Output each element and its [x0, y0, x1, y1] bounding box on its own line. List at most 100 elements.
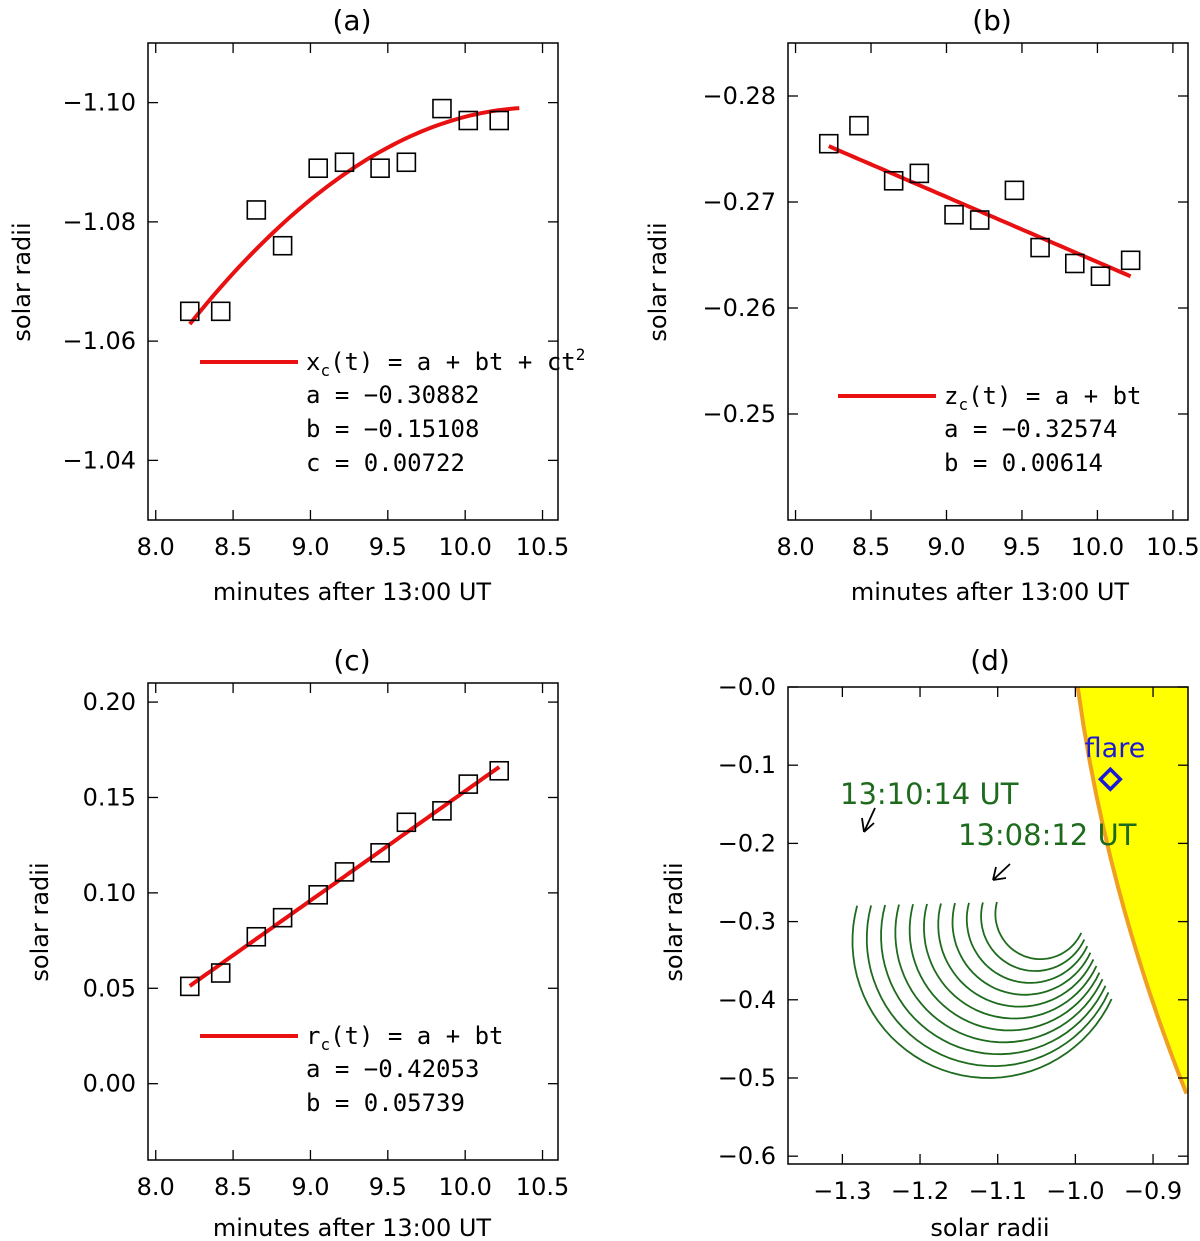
y-tick-label: 0.05: [83, 974, 136, 1002]
wavefront-arc: [980, 902, 1086, 972]
data-point: [210, 301, 231, 322]
panel-c-legend-a: a = −0.42053: [306, 1055, 479, 1083]
sun-limb-edge: [1075, 686, 1189, 1095]
data-point: [179, 976, 200, 997]
y-tick-label: −1.08: [62, 208, 136, 236]
panel-a-marks: [179, 98, 520, 326]
panel-d-ylabel: solar radii: [660, 862, 688, 981]
panel-d-xlabel: solar radii: [930, 1214, 1049, 1241]
x-tick-label: −1.2: [891, 1177, 949, 1205]
panel-a-xlabel: minutes after 13:00 UT: [213, 578, 492, 606]
panel-a-legend-b: b = −0.15108: [306, 415, 479, 443]
front-label-early: 13:08:12 UT: [958, 818, 1137, 852]
panel-b-legend: zc(t) = a + bt a = −0.32574 b = 0.00614: [838, 382, 1141, 477]
panel-c-xlabel: minutes after 13:00 UT: [213, 1214, 492, 1241]
x-tick-label: −1.1: [969, 1177, 1027, 1205]
panel-b-legend-b: b = 0.00614: [944, 449, 1103, 477]
y-tick-label: 0.15: [83, 783, 136, 811]
data-point: [1004, 180, 1025, 201]
x-tick-label: 8.0: [137, 1173, 175, 1201]
x-tick-label: 8.5: [214, 533, 252, 561]
panel-c-legend: rc(t) = a + bt a = −0.42053 b = 0.05739: [200, 1022, 503, 1117]
data-point: [1120, 250, 1141, 271]
panel-b-ylabel: solar radii: [644, 222, 672, 341]
panel-b-legend-a: a = −0.32574: [944, 415, 1117, 443]
x-tick-label: 8.5: [214, 1173, 252, 1201]
y-tick-label: −0.1: [718, 751, 776, 779]
fit-line: [188, 765, 501, 988]
data-point: [458, 110, 479, 131]
data-point: [909, 163, 930, 184]
y-tick-label: −1.10: [62, 89, 136, 117]
data-point: [432, 801, 452, 821]
panel-b: (b) minutes after 13:00 UT solar radii 8…: [644, 4, 1200, 606]
data-point: [458, 774, 479, 794]
wavefront-arc: [923, 903, 1098, 1020]
y-tick-label: −0.26: [702, 294, 776, 322]
data-point: [370, 843, 390, 863]
arrow-late: [861, 807, 876, 833]
panel-d: (d) solar radii solar radii −1.3 −1.2 −1.1…: [660, 644, 1189, 1241]
panel-d-marks: [851, 766, 1123, 1079]
wavefront-arc: [994, 901, 1083, 960]
panel-c: (c) minutes after 13:00 UT solar radii 8…: [26, 644, 569, 1241]
panel-c-legend-b: b = 0.05739: [306, 1089, 465, 1117]
data-point: [246, 200, 267, 220]
panel-c-frame: [147, 682, 559, 1161]
x-tick-label: 10.5: [516, 1173, 569, 1201]
y-tick-label: 0.00: [83, 1070, 136, 1098]
data-point: [272, 907, 293, 928]
data-point: [334, 152, 355, 173]
data-point: [246, 926, 267, 947]
wavefront-arc: [951, 902, 1092, 996]
y-tick-label: −1.06: [62, 327, 136, 355]
panel-a-legend-c: c = 0.00722: [306, 449, 465, 477]
data-point: [272, 235, 293, 256]
wavefront-arc: [937, 903, 1095, 1008]
panel-a-legend-eq: xc(t) = a + bt + ct2: [306, 345, 585, 380]
data-point: [1064, 253, 1085, 274]
panel-d-sun-limb: [1075, 686, 1189, 1095]
panel-a-legend-a: a = −0.30882: [306, 381, 479, 409]
panel-c-legend-eq: rc(t) = a + bt: [306, 1022, 503, 1054]
data-point: [370, 158, 390, 179]
data-point: [396, 812, 417, 833]
y-tick-label: −1.04: [62, 446, 136, 474]
wavefront-arc: [894, 904, 1104, 1044]
x-tick-label: 9.5: [1003, 533, 1041, 561]
flare-label: flare: [1085, 733, 1146, 764]
data-point: [334, 862, 355, 882]
x-tick-label: 8.0: [137, 533, 175, 561]
data-point: [1090, 266, 1111, 287]
arrow-early: [992, 863, 1011, 881]
data-point: [969, 210, 990, 230]
data-point: [1030, 237, 1050, 258]
y-tick-label: 0.20: [83, 688, 136, 716]
panel-a-ticks: 8.0 8.5 9.0 9.5 10.0 10.5 −1.10 −1.08 −1.06 −1.04: [62, 43, 569, 561]
data-point: [818, 133, 839, 154]
panel-a-ylabel: solar radii: [8, 222, 36, 341]
data-point: [396, 152, 417, 173]
panel-d-title: (d): [970, 644, 1010, 677]
wavefront-arc: [965, 902, 1089, 984]
panel-c-marks: [179, 760, 510, 997]
data-point: [849, 115, 869, 136]
x-tick-label: 10.0: [438, 1173, 491, 1201]
x-tick-label: 9.5: [369, 533, 407, 561]
panel-b-legend-eq: zc(t) = a + bt: [944, 382, 1141, 414]
x-tick-label: 8.5: [852, 533, 890, 561]
panel-a-frame: [147, 42, 559, 521]
y-tick-label: −0.28: [702, 82, 776, 110]
wavefront-arc: [865, 905, 1110, 1068]
fit-line: [188, 106, 520, 326]
flare-marker: [1097, 766, 1123, 792]
panel-b-xlabel: minutes after 13:00 UT: [851, 578, 1130, 606]
data-point: [432, 98, 452, 119]
x-tick-label: −0.9: [1124, 1177, 1182, 1205]
panel-a: (a) minutes after 13:00 UT solar radii 8…: [8, 4, 585, 606]
panel-c-ticks: 8.0 8.5 9.0 9.5 10.0 10.5 0.00 0.05 0.10 0.15 0.20: [83, 683, 569, 1201]
panel-a-legend: xc(t) = a + bt + ct2 a = −0.30882 b = −0…: [200, 345, 585, 477]
y-tick-label: −0.4: [718, 986, 776, 1014]
data-point: [308, 884, 328, 905]
y-tick-label: −0.5: [718, 1064, 776, 1092]
